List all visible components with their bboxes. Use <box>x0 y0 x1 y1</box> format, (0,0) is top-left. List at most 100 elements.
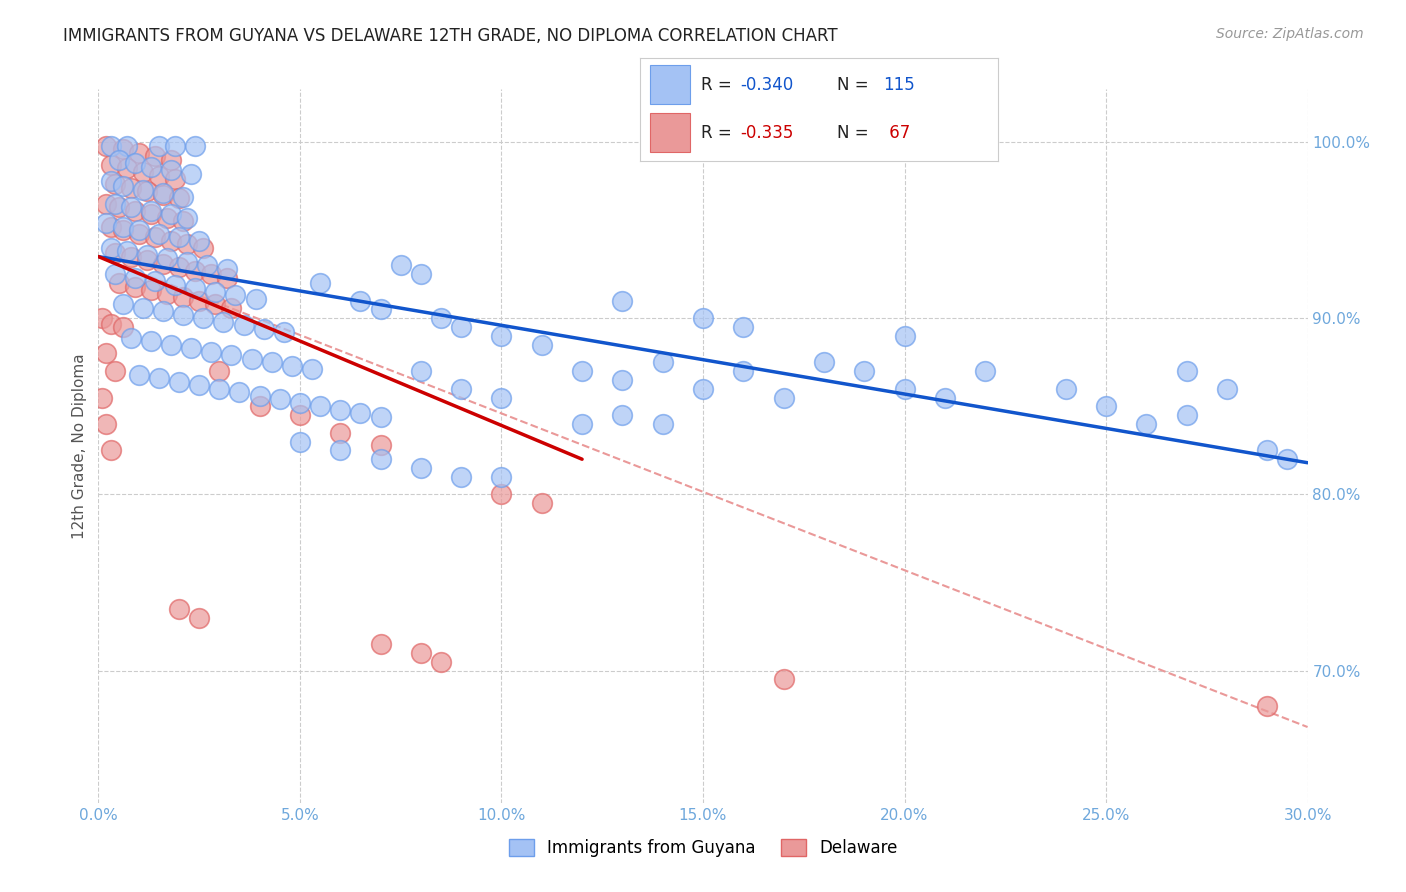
Point <box>253 322 276 336</box>
Point <box>163 172 186 186</box>
Point <box>370 438 392 452</box>
Point <box>212 315 235 329</box>
Point <box>139 207 162 221</box>
Point <box>409 461 432 475</box>
Text: 115: 115 <box>883 76 915 94</box>
Bar <box>651 113 690 153</box>
Text: R =: R = <box>700 124 737 142</box>
Point <box>160 337 183 351</box>
Point <box>163 277 186 292</box>
Point <box>160 234 183 248</box>
Text: Source: ZipAtlas.com: Source: ZipAtlas.com <box>1216 27 1364 41</box>
Point <box>208 364 231 378</box>
Point <box>813 355 835 369</box>
Point <box>184 281 207 295</box>
Text: IMMIGRANTS FROM GUYANA VS DELAWARE 12TH GRADE, NO DIPLOMA CORRELATION CHART: IMMIGRANTS FROM GUYANA VS DELAWARE 12TH … <box>63 27 838 45</box>
Point <box>1216 382 1239 396</box>
Point <box>176 211 198 225</box>
Point <box>148 227 170 241</box>
Point <box>772 391 794 405</box>
Point <box>269 392 291 407</box>
Point <box>163 138 186 153</box>
Point <box>370 409 392 424</box>
Point <box>172 308 194 322</box>
Point <box>120 250 142 264</box>
Point <box>288 408 311 422</box>
Point <box>571 417 593 431</box>
Point <box>172 189 194 203</box>
Point <box>530 496 553 510</box>
Point <box>1277 452 1299 467</box>
Point <box>228 385 250 400</box>
Point <box>139 203 162 218</box>
Point <box>430 655 453 669</box>
Point <box>409 364 432 378</box>
Point <box>370 302 392 317</box>
Point <box>571 364 593 378</box>
Point <box>430 311 453 326</box>
Point <box>450 470 472 484</box>
Point <box>240 351 263 366</box>
Bar <box>651 65 690 104</box>
Point <box>128 145 150 160</box>
Point <box>389 259 412 273</box>
Point <box>152 304 174 318</box>
Point <box>409 646 432 660</box>
Text: -0.335: -0.335 <box>740 124 793 142</box>
Point <box>491 391 513 405</box>
Point <box>160 163 183 178</box>
Point <box>124 270 146 285</box>
Point <box>273 326 295 340</box>
Point <box>195 259 218 273</box>
Point <box>156 286 179 301</box>
Point <box>107 200 129 214</box>
Point <box>135 253 157 268</box>
Point <box>96 417 118 431</box>
Point <box>124 279 146 293</box>
Point <box>115 138 138 153</box>
Point <box>1054 382 1077 396</box>
Legend: Immigrants from Guyana, Delaware: Immigrants from Guyana, Delaware <box>501 831 905 866</box>
Point <box>772 673 794 687</box>
Point <box>148 371 170 385</box>
Point <box>651 355 673 369</box>
Point <box>450 382 472 396</box>
Point <box>188 234 211 248</box>
Point <box>893 329 915 343</box>
Point <box>188 293 211 308</box>
Point <box>281 359 304 373</box>
Point <box>139 160 162 174</box>
Point <box>128 223 150 237</box>
Point <box>180 341 202 355</box>
Point <box>124 203 146 218</box>
Point <box>143 149 166 163</box>
Point <box>120 331 142 345</box>
Point <box>221 301 243 315</box>
Point <box>1135 417 1157 431</box>
Point <box>128 368 150 382</box>
Point <box>184 138 207 153</box>
Point <box>167 230 190 244</box>
Point <box>200 344 222 359</box>
Point <box>1095 400 1118 414</box>
Point <box>100 443 122 458</box>
Point <box>288 396 311 410</box>
Point <box>733 364 755 378</box>
Point <box>612 373 634 387</box>
Point <box>188 611 211 625</box>
Point <box>176 237 198 252</box>
Point <box>135 248 157 262</box>
Point <box>329 403 352 417</box>
Point <box>1175 364 1198 378</box>
Point <box>167 602 190 616</box>
Text: N =: N = <box>837 76 873 94</box>
Point <box>249 389 271 403</box>
Point <box>204 297 226 311</box>
Point <box>124 156 146 170</box>
Point <box>152 257 174 271</box>
Point <box>349 293 371 308</box>
Point <box>139 334 162 348</box>
Y-axis label: 12th Grade, No Diploma: 12th Grade, No Diploma <box>72 353 87 539</box>
Point <box>224 288 246 302</box>
Point <box>301 362 323 376</box>
